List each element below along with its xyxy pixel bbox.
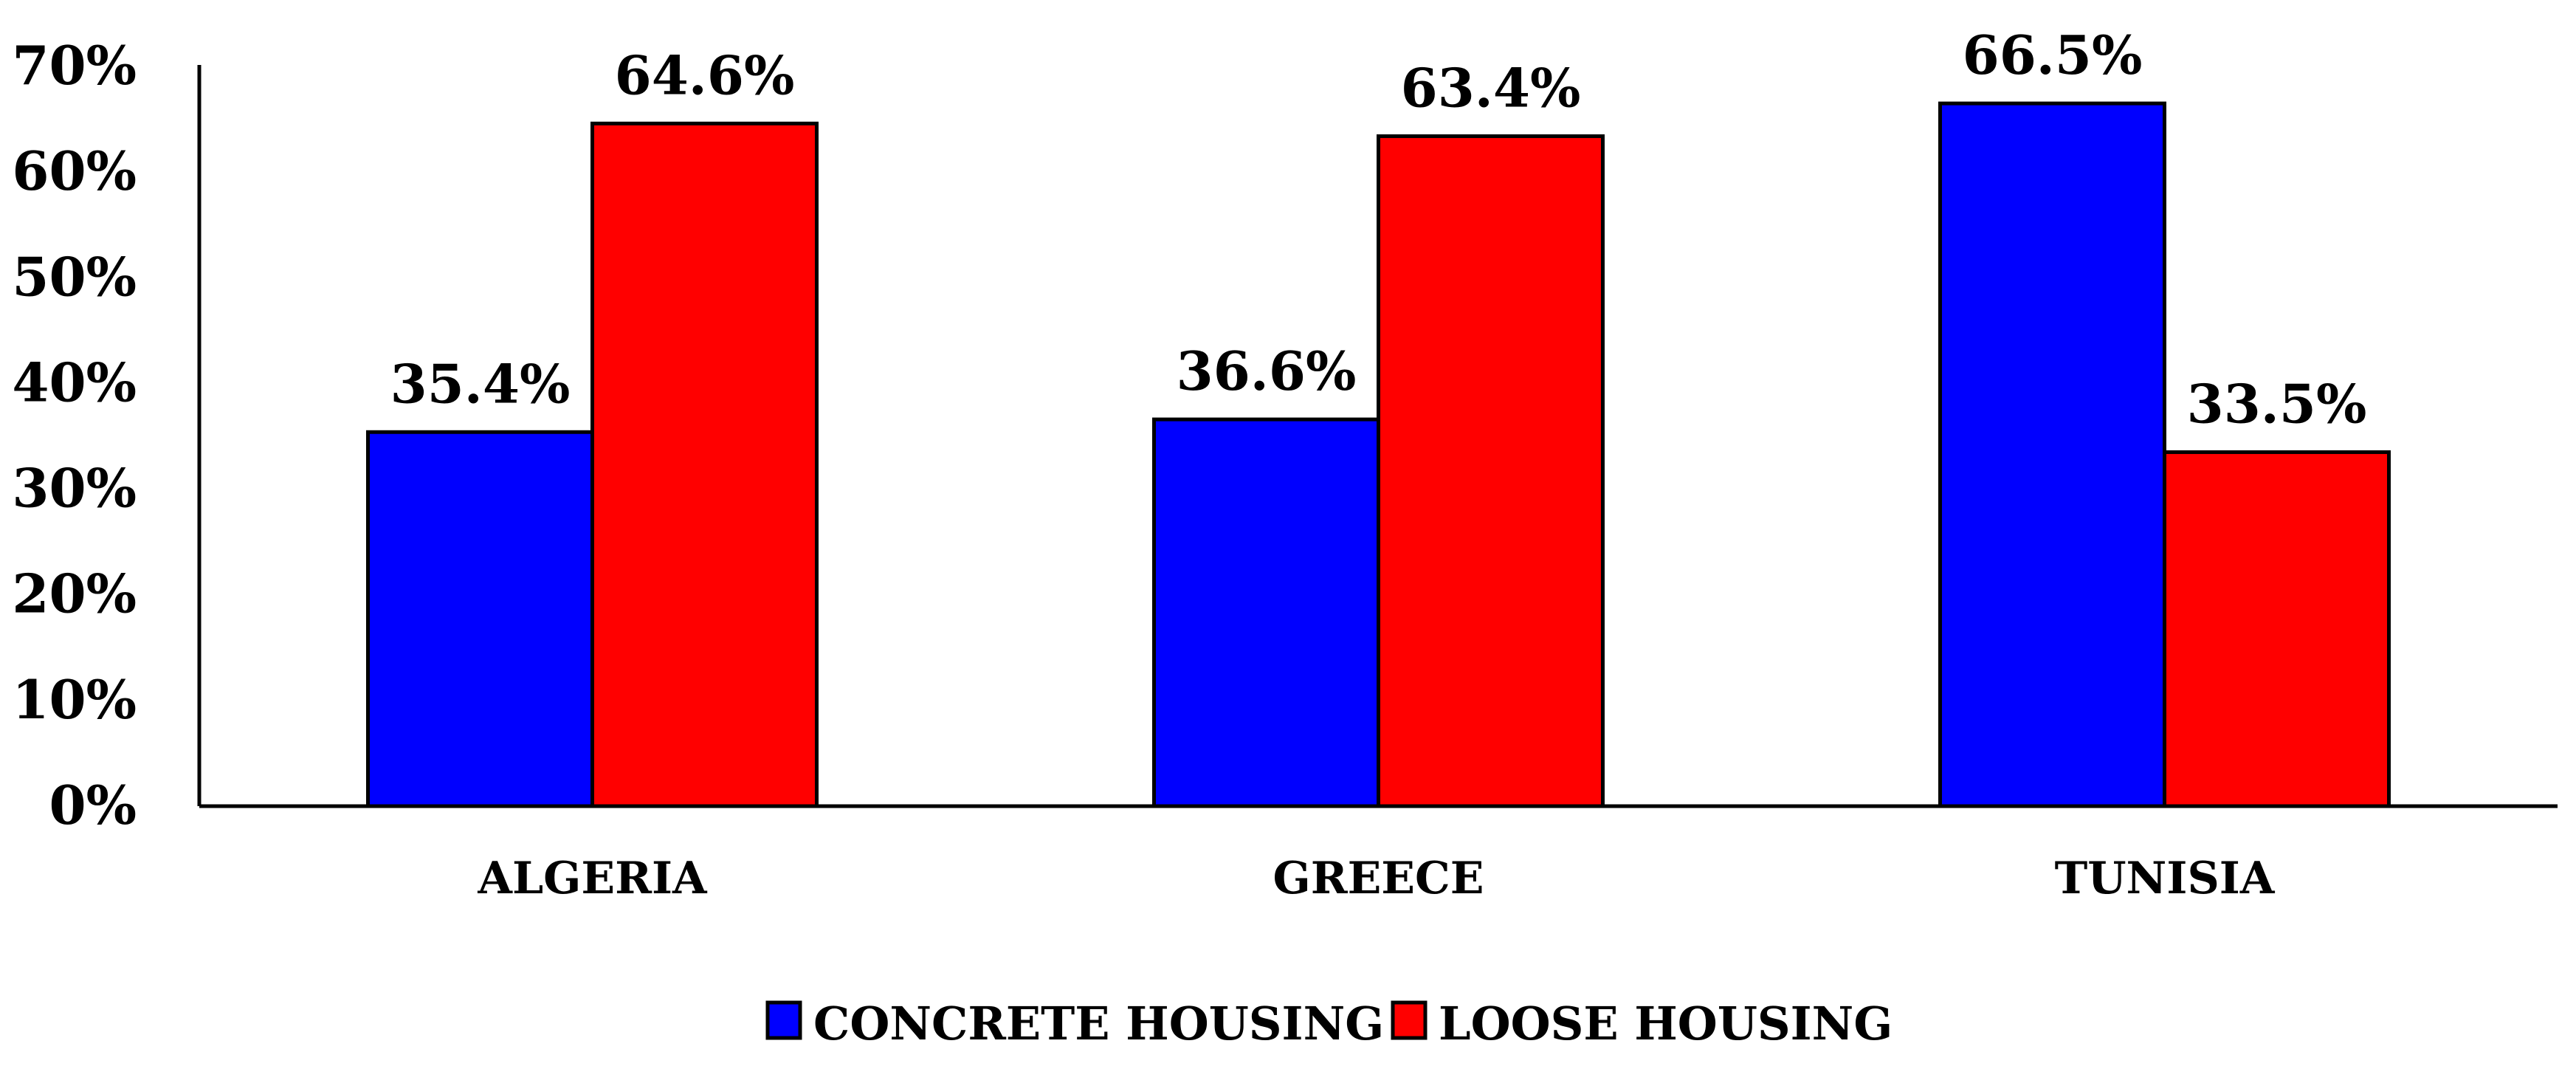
bar-loose-housing-tunisia [2163, 450, 2391, 808]
y-tick-label: 10% [12, 668, 137, 731]
x-category-label: GREECE [1272, 853, 1484, 904]
y-tick-label: 20% [12, 563, 137, 625]
legend-swatch-concrete-housing [765, 1000, 802, 1040]
data-label: 35.4% [390, 352, 571, 415]
legend-swatch-loose-housing [1391, 1000, 1428, 1040]
y-tick-label: 60% [12, 140, 137, 202]
data-label: 66.5% [1963, 24, 2143, 86]
bar-loose-housing-greece [1377, 134, 1605, 808]
y-tick-label: 0% [49, 774, 137, 836]
bar-concrete-housing-greece [1152, 417, 1380, 808]
legend-label: CONCRETE HOUSING [813, 997, 1384, 1051]
bar-concrete-housing-tunisia [1938, 101, 2166, 808]
data-label: 64.6% [615, 44, 795, 106]
x-category-label: TUNISIA [2055, 853, 2276, 904]
y-tick-label: 40% [12, 351, 137, 413]
y-tick-label: 70% [12, 34, 137, 97]
x-category-label: ALGERIA [477, 853, 708, 904]
data-label: 36.6% [1177, 340, 1357, 402]
legend-label: LOOSE HOUSING [1439, 997, 1893, 1051]
bar-loose-housing-algeria [590, 121, 819, 808]
bar-concrete-housing-algeria [366, 430, 594, 808]
y-tick-label: 30% [12, 457, 137, 520]
data-label: 33.5% [2187, 372, 2367, 435]
data-label: 63.4% [1401, 56, 1581, 119]
y-tick-label: 50% [12, 245, 137, 308]
